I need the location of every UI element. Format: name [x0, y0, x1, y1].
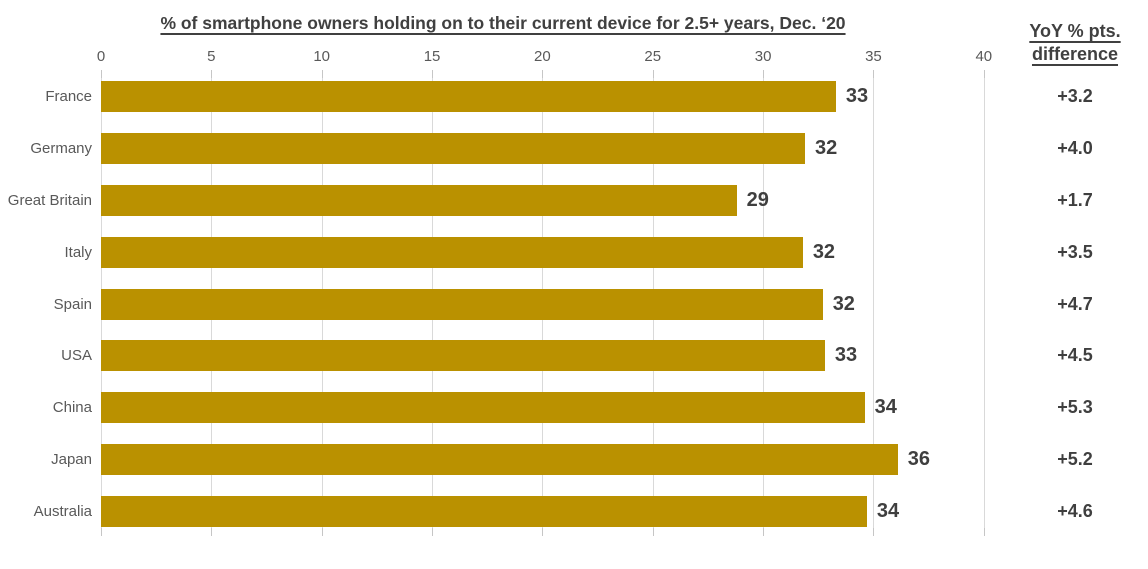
x-axis-tick-bottom — [432, 528, 434, 536]
category-label: Australia — [33, 503, 92, 520]
yoy-value: +5.2 — [1057, 449, 1093, 470]
category-label: Germany — [30, 139, 92, 157]
bar-value-label: 36 — [907, 448, 930, 471]
bar-germany — [101, 132, 806, 164]
bar-value-label: 29 — [746, 188, 769, 211]
x-axis-tick-label: 40 — [975, 48, 993, 65]
yoy-value: +5.3 — [1057, 397, 1093, 418]
x-axis-tick-label: 20 — [534, 48, 551, 65]
category-label: China — [52, 399, 92, 417]
x-axis-tick-label: 15 — [423, 48, 441, 65]
bar-value-label: 32 — [812, 240, 836, 263]
category-label: Great Britain — [7, 191, 92, 209]
category-label: Spain — [53, 295, 92, 313]
x-axis-tick-top — [321, 70, 323, 78]
bar-great-britain — [101, 184, 737, 216]
x-axis-tick-bottom — [542, 528, 544, 536]
x-axis-tick-top — [542, 70, 544, 78]
x-axis-tick-bottom — [763, 528, 765, 536]
category-label: USA — [61, 347, 92, 365]
bar-value-label: 32 — [832, 292, 855, 315]
x-axis-tick-bottom — [652, 528, 654, 536]
x-axis-tick-bottom — [873, 528, 875, 536]
x-axis-tick-top — [432, 70, 434, 78]
x-axis-tick-label: 5 — [207, 48, 216, 65]
x-axis-tick-top — [101, 70, 102, 78]
yoy-value: +1.7 — [1057, 189, 1093, 210]
bar-spain — [101, 288, 823, 320]
category-label: Japan — [51, 451, 92, 469]
bar-usa — [101, 340, 825, 372]
x-axis-tick-label: 10 — [313, 48, 331, 65]
x-axis-tick-top — [211, 70, 213, 78]
category-label: France — [45, 88, 92, 105]
x-axis-tick-top — [652, 70, 654, 78]
x-axis-tick-label: 30 — [754, 48, 772, 65]
yoy-value: +4.7 — [1057, 293, 1093, 314]
bar-italy — [101, 236, 803, 268]
bar-value-label: 34 — [874, 396, 897, 419]
yoy-header-line2: difference — [1031, 44, 1119, 64]
bar-france — [101, 81, 836, 112]
x-axis-tick-bottom — [101, 528, 102, 536]
x-axis-tick-bottom — [983, 528, 985, 536]
x-axis-tick-top — [983, 70, 985, 78]
bar-value-label: 32 — [815, 136, 838, 159]
gridline — [873, 78, 875, 528]
gridline — [983, 78, 985, 528]
bar-value-label: 33 — [834, 344, 858, 367]
yoy-value: +3.2 — [1057, 86, 1093, 106]
yoy-value: +4.5 — [1057, 345, 1093, 366]
yoy-column-header: YoY % pts. difference — [1018, 20, 1132, 66]
x-axis-tick-top — [763, 70, 765, 78]
x-axis-tick-bottom — [321, 528, 323, 536]
bar-australia — [101, 496, 867, 527]
x-axis-tick-bottom — [211, 528, 213, 536]
x-axis-tick-label: 35 — [865, 48, 882, 65]
x-axis-tick-label: 25 — [644, 48, 662, 65]
chart-title: % of smartphone owners holding on to the… — [160, 13, 846, 33]
yoy-value: +4.6 — [1057, 501, 1093, 521]
bar-value-label: 34 — [876, 500, 900, 522]
bar-value-label: 33 — [845, 85, 869, 107]
bar-china — [101, 392, 865, 424]
yoy-header-line1: YoY % pts. — [1029, 21, 1121, 41]
x-axis-tick-label: 0 — [96, 48, 106, 65]
x-axis-tick-top — [873, 70, 875, 78]
category-label: Italy — [64, 243, 92, 261]
yoy-value: +3.5 — [1057, 241, 1093, 262]
bar-japan — [101, 444, 898, 476]
yoy-value: +4.0 — [1057, 137, 1093, 158]
